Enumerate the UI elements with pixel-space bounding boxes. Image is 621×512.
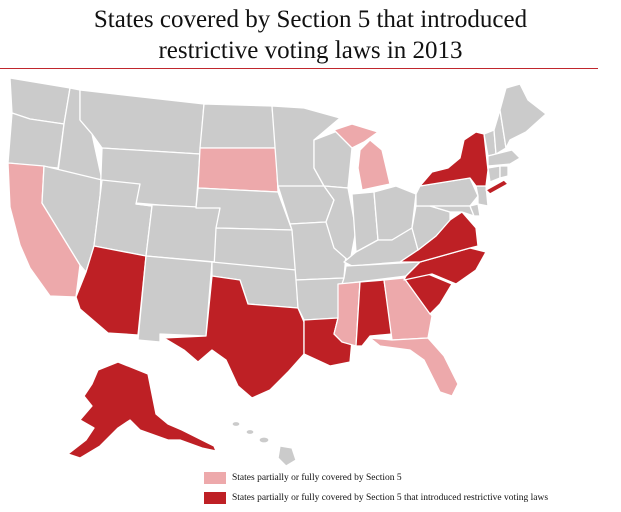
state-hawaii-3 [258, 436, 270, 444]
state-alaska [67, 361, 217, 459]
state-arkansas [295, 277, 345, 321]
legend-swatch-restrictive [204, 492, 226, 504]
state-hawaii-2 [245, 428, 255, 436]
legend-item-partial: States partially or fully covered by Sec… [204, 470, 548, 486]
state-north-dakota [199, 103, 277, 149]
map-title: States covered by Section 5 that introdu… [0, 4, 621, 66]
state-montana [79, 89, 205, 155]
state-long-island [485, 179, 509, 195]
state-delaware [469, 203, 481, 217]
state-georgia [383, 277, 433, 341]
state-michigan-upper [333, 123, 379, 149]
legend-label-restrictive: States partially or fully covered by Sec… [232, 493, 549, 503]
title-divider [0, 68, 598, 69]
state-south-dakota [197, 147, 279, 193]
state-new-mexico [137, 255, 213, 343]
legend-label-partial: States partially or fully covered by Sec… [232, 473, 402, 483]
state-hawaii-1 [231, 420, 241, 428]
state-maryland [429, 205, 475, 217]
state-massachusetts [487, 149, 521, 167]
state-michigan [357, 139, 391, 191]
state-new-jersey [475, 185, 489, 207]
title-line-1: States covered by Section 5 that introdu… [93, 6, 528, 33]
state-new-york [419, 131, 489, 187]
title-line-2: restrictive voting laws in 2013 [158, 37, 463, 64]
state-illinois [323, 185, 357, 263]
map-legend: States partially or fully covered by Sec… [204, 470, 548, 510]
legend-swatch-partial [204, 472, 226, 484]
state-hawaii-big-island [277, 445, 297, 467]
legend-item-restrictive: States partially or fully covered by Sec… [204, 490, 548, 506]
state-rhode-island [499, 165, 509, 179]
state-florida [369, 337, 459, 397]
state-texas [163, 275, 305, 399]
state-connecticut [487, 165, 501, 183]
state-maine [499, 83, 547, 149]
